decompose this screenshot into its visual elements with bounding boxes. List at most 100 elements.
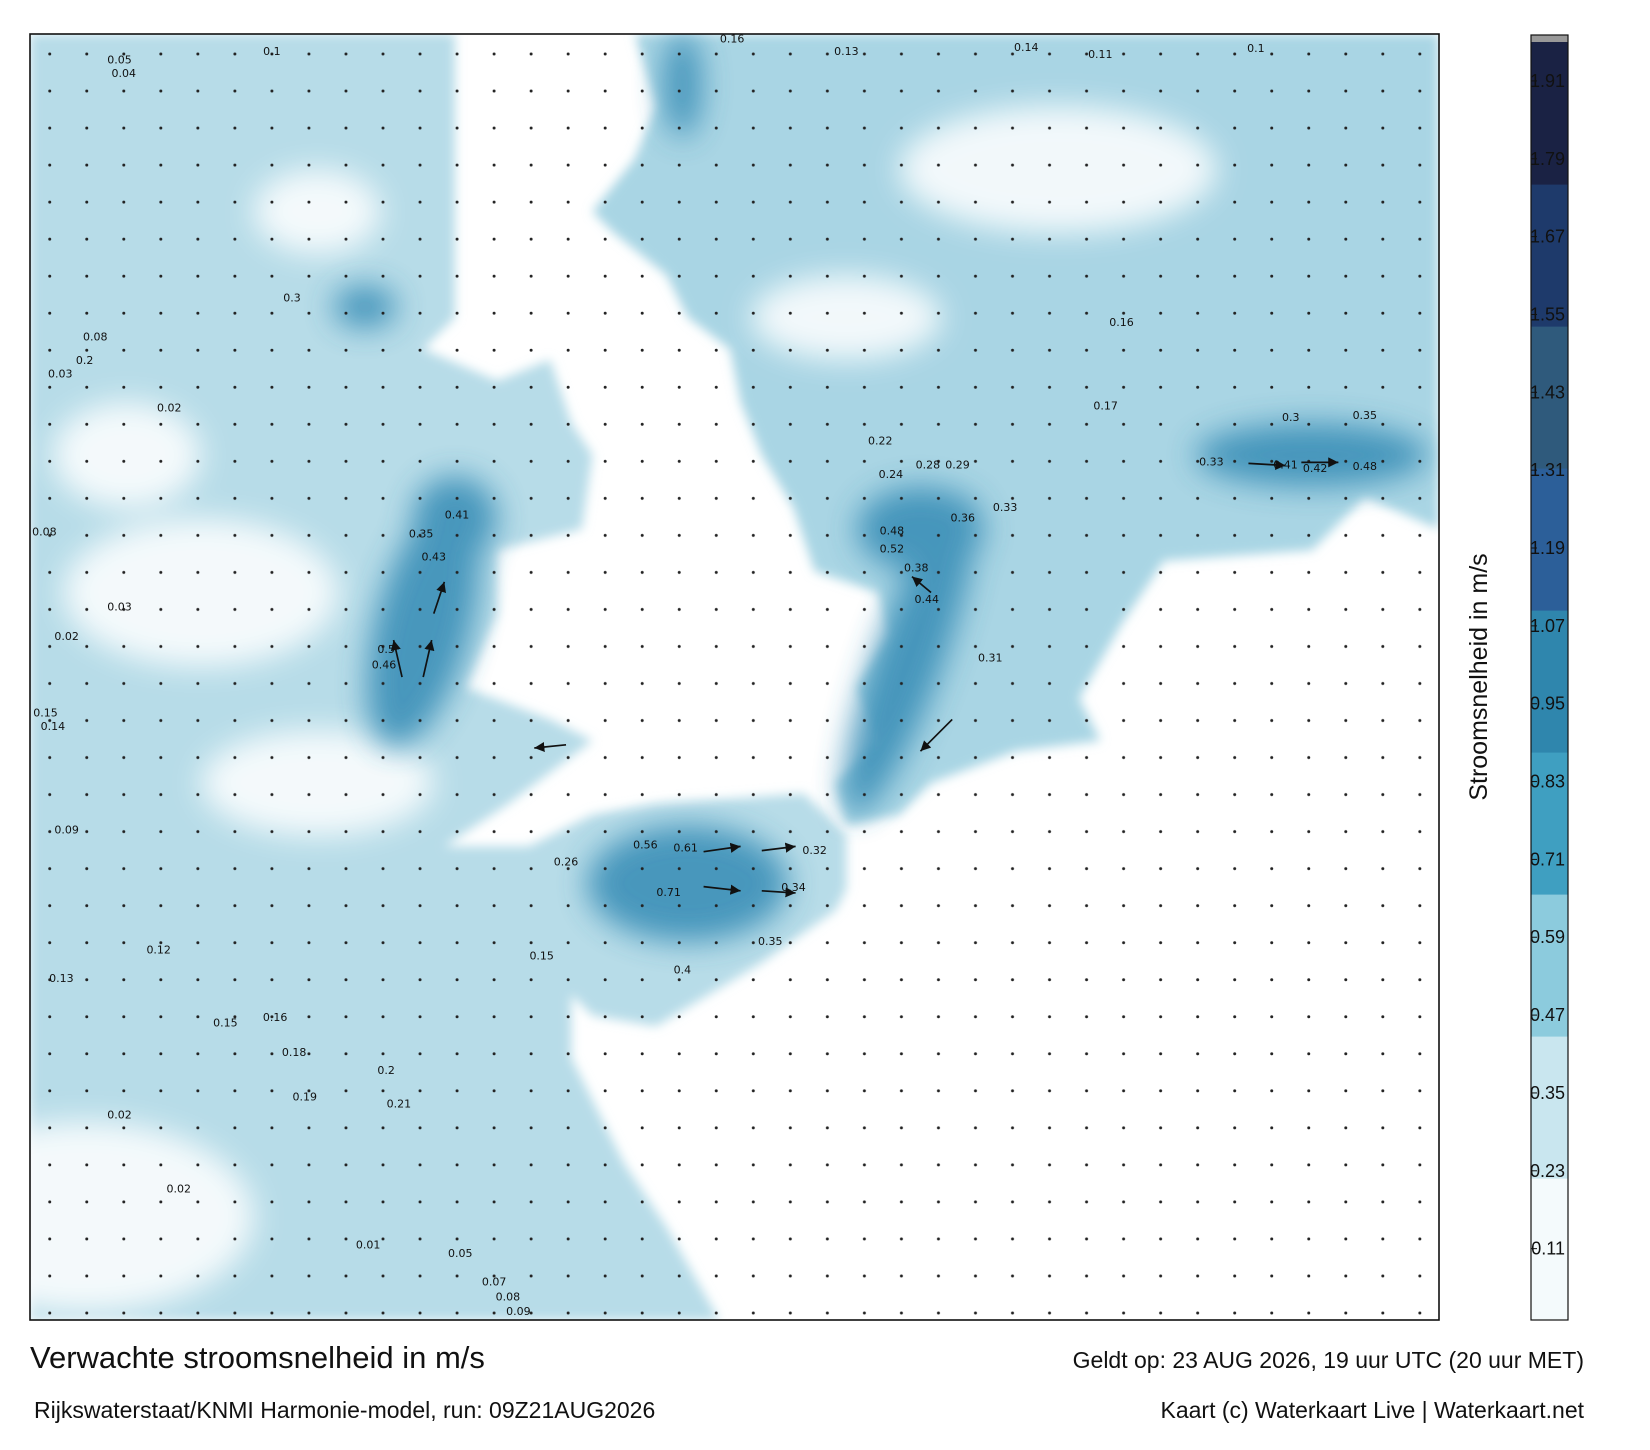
speed-label: 0.3 [1282,411,1300,424]
colorbar-tick-label: 1.55 [1530,304,1565,324]
speed-label: 0.15 [213,1016,238,1029]
map-frame [29,33,1440,1321]
speed-label: 0.28 [916,459,941,472]
speed-label: 0.3 [283,292,301,305]
speed-label: 0.71 [656,886,681,899]
colorbar-cap [1531,35,1568,42]
speed-label: 0.61 [673,842,698,855]
speed-label: 0.03 [107,600,132,613]
speed-label: 0.13 [49,972,74,985]
speed-label: 0.42 [1303,462,1328,475]
colorbar-tick-label: 0.47 [1530,1005,1565,1025]
speed-label: 0.15 [33,706,58,719]
speed-label: 0.16 [1109,316,1134,329]
speed-label: 0.14 [1014,41,1039,54]
speed-label: 0.33 [1199,456,1224,469]
colorbar-band [1531,894,1568,1037]
colorbar-band [1531,468,1568,611]
colorbar-band [1531,1178,1568,1321]
valid-time: Geldt op: 23 AUG 2026, 19 uur UTC (20 uu… [1073,1347,1584,1373]
credit: Kaart (c) Waterkaart Live | Waterkaart.n… [1160,1397,1584,1423]
colorbar-tick-label: 1.19 [1530,538,1565,558]
speed-label: 0.01 [356,1238,381,1251]
speed-label: 0.38 [904,561,929,574]
speed-label: 0.02 [54,630,79,643]
speed-label: 0.41 [445,508,470,521]
subtitle: Rijkswaterstaat/KNMI Harmonie-model, run… [34,1397,655,1423]
speed-label: 0.08 [496,1290,521,1303]
speed-label: 0.05 [448,1247,473,1260]
speed-label: 0.04 [112,67,137,80]
speed-label: 0.02 [167,1182,192,1195]
colorbar-band [1531,752,1568,895]
colorbar-label: Stroomsnelheid in m/s [1465,553,1493,800]
speed-label: 0.08 [32,525,57,538]
speed-label: 0.44 [915,593,940,606]
speed-label: 0.09 [54,824,79,837]
speed-label: 0.31 [978,651,1003,664]
speed-label: 0.35 [1353,409,1378,422]
colorbar-tick-label: 1.31 [1530,460,1565,480]
speed-label: 0.34 [781,881,806,894]
speed-label: 0.16 [263,1011,288,1024]
speed-label: 0.02 [157,402,182,415]
colorbar-tick-label: 0.95 [1530,694,1565,714]
colorbar-tick-label: 1.79 [1530,149,1565,169]
speed-label: 0.22 [868,434,893,447]
speed-label: 0.21 [387,1098,412,1111]
speed-label: 0.48 [880,524,905,537]
speed-label: 0.1 [1247,42,1265,55]
speed-label: 0.05 [107,53,132,66]
speed-label: 0.13 [834,45,859,58]
title: Verwachte stroomsnelheid in m/s [30,1340,485,1375]
speed-label: 0.09 [506,1305,531,1318]
speed-label: 0.56 [633,839,658,852]
colorbar: 0.11 0.23 0.35 0.47 0.59 0.71 0.83 0.95 1.07 1.19… [1530,34,1569,1321]
speed-label: 0.17 [1093,399,1118,412]
speed-label: 0.07 [482,1275,507,1288]
speed-label: 0.52 [880,542,905,555]
colorbar-tick-label: 0.59 [1530,927,1565,947]
colorbar-band [1531,326,1568,469]
colorbar-tick-label: 0.83 [1530,772,1565,792]
speed-label: 0.19 [292,1090,317,1103]
speed-label: 0.16 [720,32,745,45]
colorbar-tick-label: 0.23 [1530,1161,1565,1181]
speed-label: 0.18 [282,1046,307,1059]
speed-label: 0.35 [758,935,783,948]
colorbar-band [1531,42,1568,185]
speed-label: 0.14 [41,720,66,733]
speed-label: 0.2 [377,1064,395,1077]
speed-label: 0.33 [993,501,1018,514]
speed-label: 0.24 [879,468,904,481]
colorbar-frame [1530,34,1569,1321]
speed-label: 0.41 [1273,459,1298,472]
colorbar-tick-label: 1.07 [1530,616,1565,636]
speed-label: 0.29 [945,459,970,472]
colorbar-tick-label: 1.67 [1530,227,1565,247]
speed-label: 0.46 [372,659,397,672]
sea [30,34,1439,1320]
colorbar-tick-label: 0.35 [1530,1083,1565,1103]
colorbar-tick-label: 1.43 [1530,382,1565,402]
speed-label: 0.35 [409,527,434,540]
speed-label: 0.36 [951,512,976,525]
speed-label: 0.4 [674,963,692,976]
colorbar-band [1531,1036,1568,1179]
speed-label: 0.08 [83,331,108,344]
colorbar-band [1531,610,1568,753]
map: 0.61 0.56 0.71 0.5 0.46 0.43 0.41 0.35 0.48 0.52 0… [30,32,1439,1320]
colorbar-band [1531,184,1568,327]
speed-label: 0.32 [802,844,827,857]
speed-label: 0.12 [146,943,171,956]
colorbar-tick-label: 0.11 [1531,1239,1565,1259]
speed-label: 0.48 [1353,460,1378,473]
speed-label: 0.26 [554,855,579,868]
speed-label: 0.02 [107,1108,132,1121]
colorbar-tick-label: 1.91 [1530,71,1565,91]
speed-label: 0.1 [263,45,281,58]
speed-label: 0.43 [422,551,447,564]
speed-label: 0.5 [377,643,395,656]
speed-label: 0.2 [76,354,94,367]
